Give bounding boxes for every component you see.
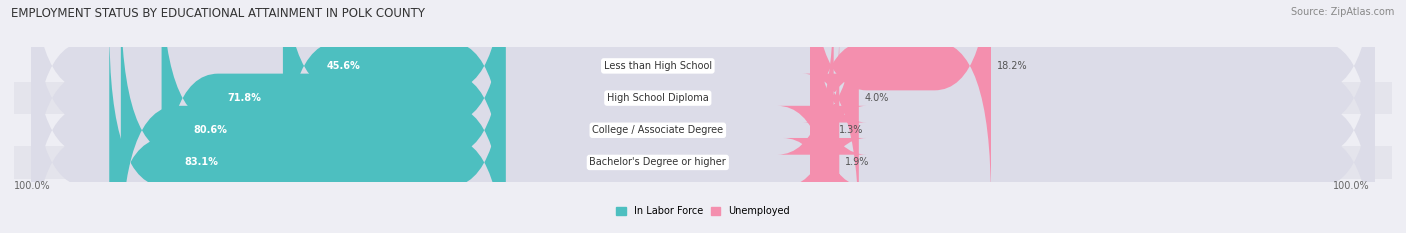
FancyBboxPatch shape xyxy=(14,114,1392,146)
FancyBboxPatch shape xyxy=(14,146,1392,178)
FancyBboxPatch shape xyxy=(810,0,991,202)
Text: 1.3%: 1.3% xyxy=(839,125,863,135)
FancyBboxPatch shape xyxy=(14,50,1392,82)
Text: 4.0%: 4.0% xyxy=(865,93,889,103)
Text: 100.0%: 100.0% xyxy=(1333,181,1369,191)
Text: 100.0%: 100.0% xyxy=(14,181,51,191)
Text: 83.1%: 83.1% xyxy=(184,158,218,168)
FancyBboxPatch shape xyxy=(121,0,505,233)
Legend: In Labor Force, Unemployed: In Labor Force, Unemployed xyxy=(612,202,794,220)
Text: College / Associate Degree: College / Associate Degree xyxy=(592,125,723,135)
Text: 18.2%: 18.2% xyxy=(997,61,1028,71)
Text: 1.9%: 1.9% xyxy=(845,158,869,168)
Text: High School Diploma: High School Diploma xyxy=(607,93,709,103)
Text: Source: ZipAtlas.com: Source: ZipAtlas.com xyxy=(1291,7,1395,17)
FancyBboxPatch shape xyxy=(31,0,1375,202)
Text: 80.6%: 80.6% xyxy=(194,125,228,135)
FancyBboxPatch shape xyxy=(162,0,505,233)
Text: 71.8%: 71.8% xyxy=(228,93,262,103)
Text: Bachelor's Degree or higher: Bachelor's Degree or higher xyxy=(589,158,725,168)
Text: Less than High School: Less than High School xyxy=(603,61,711,71)
FancyBboxPatch shape xyxy=(31,26,1375,233)
FancyBboxPatch shape xyxy=(778,0,866,233)
FancyBboxPatch shape xyxy=(783,26,866,233)
Text: 45.6%: 45.6% xyxy=(326,61,360,71)
Text: EMPLOYMENT STATUS BY EDUCATIONAL ATTAINMENT IN POLK COUNTY: EMPLOYMENT STATUS BY EDUCATIONAL ATTAINM… xyxy=(11,7,425,20)
FancyBboxPatch shape xyxy=(110,26,505,233)
FancyBboxPatch shape xyxy=(803,0,866,233)
FancyBboxPatch shape xyxy=(283,0,505,202)
FancyBboxPatch shape xyxy=(31,0,1375,233)
FancyBboxPatch shape xyxy=(14,82,1392,114)
FancyBboxPatch shape xyxy=(31,0,1375,233)
